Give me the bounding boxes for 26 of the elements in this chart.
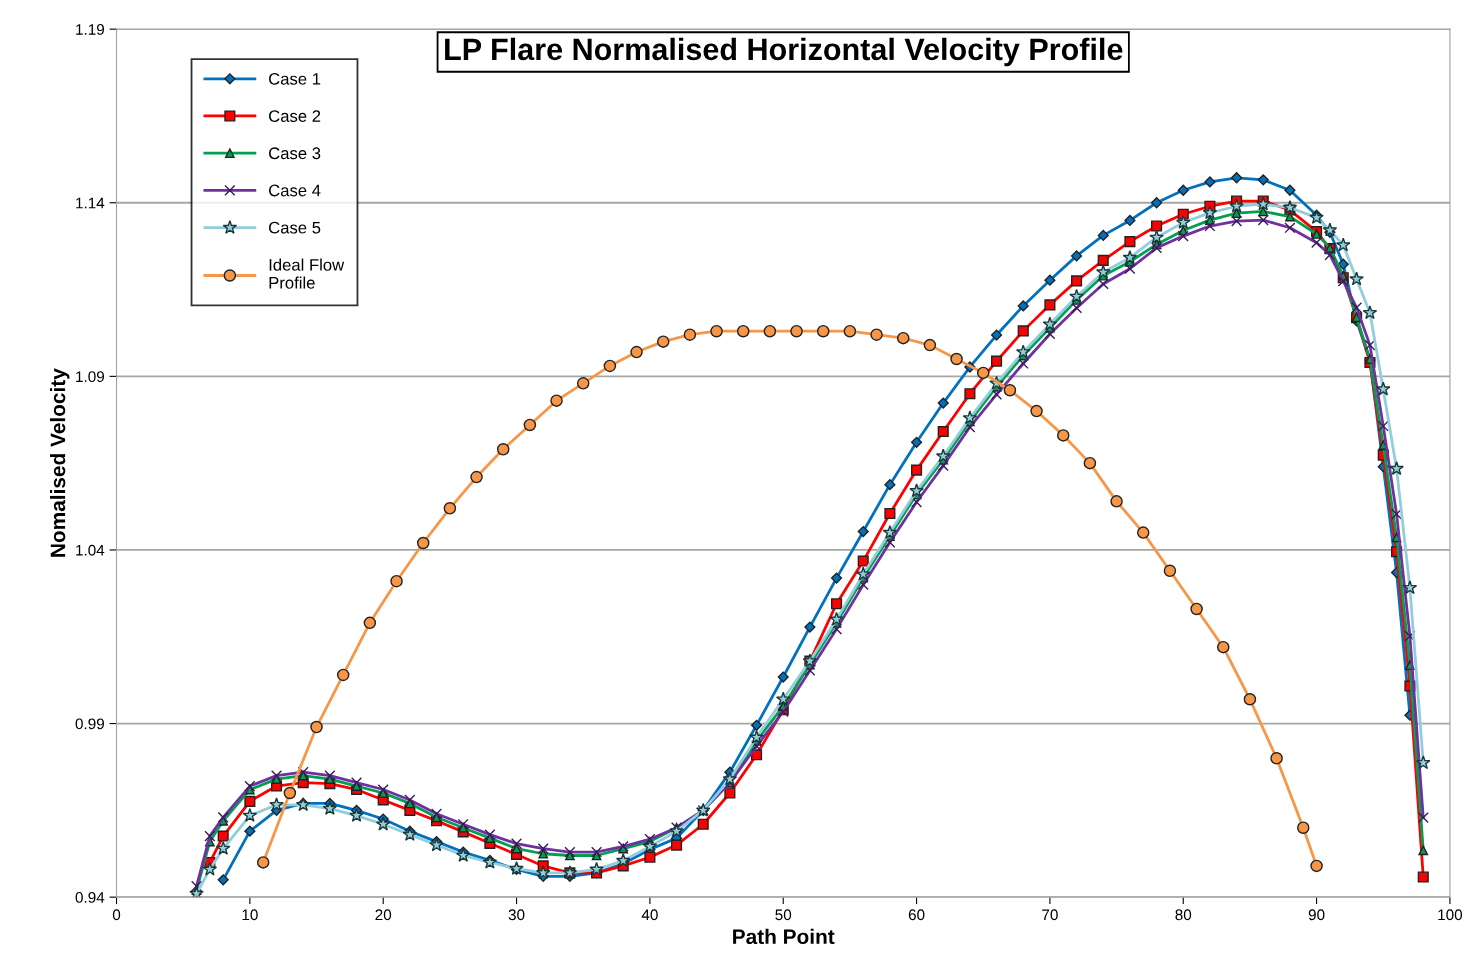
x-tick-label: 100 [1438, 909, 1463, 921]
y-tick-label: 1.19 [76, 24, 104, 35]
x-tick-label: 50 [775, 909, 792, 921]
x-tick-label: 20 [375, 909, 392, 921]
x-tick-label: 80 [1175, 909, 1192, 921]
legend-label: Case 4 [269, 184, 321, 197]
y-tick-label: 1.09 [76, 371, 104, 383]
x-tick-label: 40 [641, 909, 658, 921]
legend-label: Case 1 [269, 72, 321, 85]
legend-label: Case 5 [269, 221, 321, 234]
legend-label: Case 3 [269, 147, 321, 160]
legend-label: Ideal Flow Profile [269, 258, 345, 289]
chart-title: LP Flare Normalised Horizontal Velocity Profile [445, 37, 1123, 67]
y-tick-label: 1.14 [76, 197, 105, 209]
legend-label: Case 2 [269, 110, 321, 122]
x-tick-label: 90 [1308, 909, 1325, 921]
y-tick-label: 0.99 [75, 718, 104, 730]
x-tick-label: 0 [112, 909, 121, 921]
x-tick-label: 30 [508, 909, 525, 921]
y-tick-label: 1.04 [76, 544, 105, 556]
x-axis-title: Path Point [733, 928, 835, 945]
x-tick-label: 10 [242, 909, 258, 921]
x-tick-label: 70 [1042, 909, 1058, 921]
x-tick-label: 60 [908, 909, 925, 921]
y-tick-label: 0.94 [75, 892, 105, 903]
y-axis-title: Nomalised Velocity [50, 368, 70, 557]
